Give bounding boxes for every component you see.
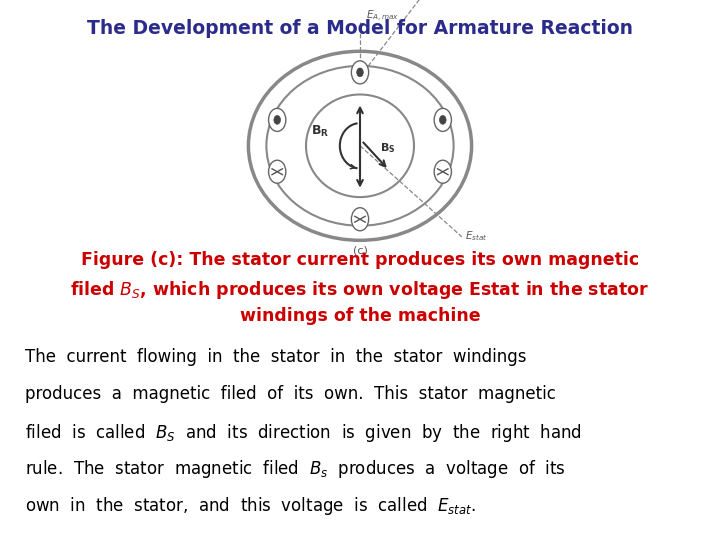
- Ellipse shape: [434, 160, 451, 183]
- Text: $\bf{B}_R$: $\bf{B}_R$: [311, 124, 330, 139]
- Text: filed  is  called  $B_S$  and  its  direction  is  given  by  the  right  hand: filed is called $B_S$ and its direction …: [25, 422, 582, 444]
- Ellipse shape: [356, 68, 364, 77]
- Ellipse shape: [274, 116, 281, 124]
- Ellipse shape: [439, 116, 446, 124]
- Ellipse shape: [269, 109, 286, 131]
- Text: rule.  The  stator  magnetic  filed  $B_s$  produces  a  voltage  of  its: rule. The stator magnetic filed $B_s$ pr…: [25, 458, 566, 481]
- Text: (c): (c): [353, 246, 367, 256]
- Text: produces  a  magnetic  filed  of  its  own.  This  stator  magnetic: produces a magnetic filed of its own. Th…: [25, 385, 556, 403]
- Text: $\bf{B}_S$: $\bf{B}_S$: [380, 141, 396, 155]
- Ellipse shape: [351, 61, 369, 84]
- Ellipse shape: [351, 208, 369, 231]
- Text: $E_{A,max}$: $E_{A,max}$: [366, 9, 399, 24]
- Text: Figure (c): The stator current produces its own magnetic: Figure (c): The stator current produces …: [81, 251, 639, 269]
- Text: The Development of a Model for Armature Reaction: The Development of a Model for Armature …: [87, 19, 633, 38]
- Text: windings of the machine: windings of the machine: [240, 307, 480, 325]
- Text: own  in  the  stator,  and  this  voltage  is  called  $E_{stat}$.: own in the stator, and this voltage is c…: [25, 495, 477, 517]
- Text: $E_{stat}$: $E_{stat}$: [465, 230, 488, 244]
- Text: filed $B_S$, which produces its own voltage Estat in the stator: filed $B_S$, which produces its own volt…: [71, 279, 649, 301]
- Ellipse shape: [434, 109, 451, 131]
- Text: The  current  flowing  in  the  stator  in  the  stator  windings: The current flowing in the stator in the…: [25, 348, 527, 366]
- Ellipse shape: [269, 160, 286, 183]
